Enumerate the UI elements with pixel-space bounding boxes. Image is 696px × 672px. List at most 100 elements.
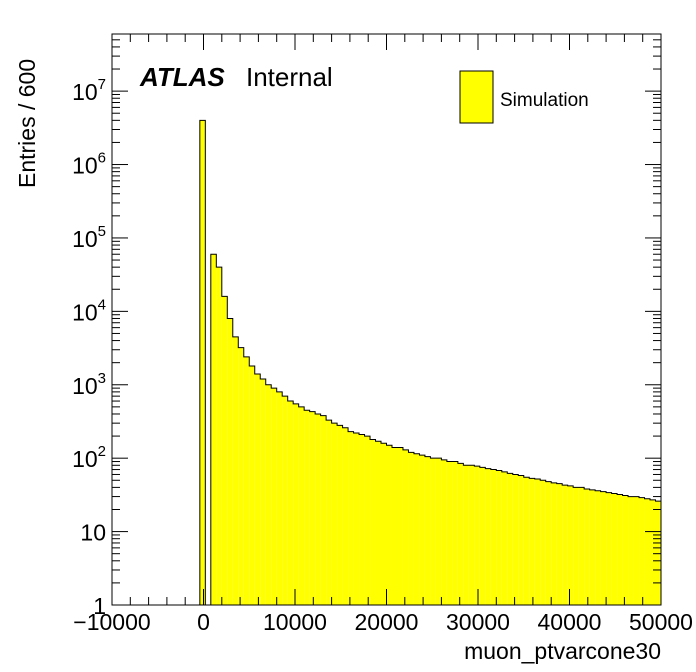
histogram-bin: [479, 467, 486, 605]
y-tick-label-exponent: 4: [98, 296, 106, 313]
histogram-bin: [501, 471, 508, 605]
histogram-bin: [485, 468, 491, 605]
histogram-bin: [430, 458, 436, 605]
histogram-bin: [337, 425, 343, 605]
histogram-bin: [562, 485, 568, 605]
histogram-bin: [507, 473, 513, 605]
histogram-bin: [271, 388, 277, 605]
histogram-bin: [320, 415, 327, 605]
y-tick-label: 103: [72, 370, 106, 399]
histogram-bin: [397, 447, 403, 605]
histogram-bin: [534, 479, 541, 605]
histogram-bin: [232, 336, 239, 605]
y-tick-label-exponent: 2: [98, 443, 106, 460]
histogram-bin: [595, 490, 601, 605]
histogram-bin: [490, 469, 497, 605]
x-tick-label: 50000: [629, 609, 693, 635]
y-tick-label: 104: [72, 296, 106, 325]
y-tick-label-base: 10: [72, 373, 98, 399]
histogram-bin: [611, 493, 618, 605]
histogram-bin: [468, 465, 475, 605]
x-tick-label: 0: [197, 609, 210, 635]
histogram-bin: [584, 489, 590, 605]
histogram-bin: [633, 496, 640, 605]
histogram-bin: [293, 403, 299, 605]
histogram-bin: [391, 447, 398, 605]
histogram-bin: [463, 465, 469, 605]
histogram-bin: [249, 366, 255, 605]
histogram-bin: [353, 433, 360, 605]
histogram-bin: [523, 477, 530, 605]
histogram-bin: [441, 459, 447, 605]
y-tick-label: 105: [72, 223, 106, 252]
histogram-bin: [243, 356, 250, 605]
y-tick-label: 107: [72, 76, 106, 105]
histogram-bin: [260, 378, 266, 605]
histogram-outline: [199, 119, 661, 606]
histogram-bin: [265, 384, 272, 605]
histogram-bin: [452, 461, 458, 605]
y-tick-label: 10: [80, 520, 106, 546]
atlas-bold-text: ATLAS: [139, 62, 225, 92]
histogram-bin: [551, 482, 557, 605]
histogram-bin: [435, 458, 442, 605]
histogram-bin: [639, 497, 645, 605]
y-tick-label-base: 10: [72, 153, 98, 179]
histogram-bin: [227, 318, 233, 605]
y-tick-label-exponent: 6: [98, 150, 106, 167]
y-tick-label-exponent: 3: [98, 370, 106, 387]
y-tick-label: 102: [72, 443, 106, 472]
x-axis-label: muon_ptvarcone30: [464, 638, 661, 664]
histogram-bin: [408, 452, 414, 605]
x-tick-label: 30000: [446, 609, 510, 635]
histogram-bin: [617, 494, 623, 605]
histogram-bin: [315, 413, 321, 605]
histogram-bin: [457, 463, 464, 605]
histogram-bars: [199, 119, 661, 606]
x-tick-label: 40000: [538, 609, 602, 635]
y-tick-label-exponent: 5: [98, 223, 106, 240]
y-tick-label-exponent: 7: [98, 76, 106, 93]
histogram-bin: [381, 443, 387, 605]
histogram-bin: [628, 496, 634, 605]
histogram-bin: [370, 439, 376, 605]
histogram-bin: [326, 420, 332, 605]
tick-labels: −10000 0 10000 20000 30000 40000 5000011010210…: [72, 76, 693, 635]
histogram-bin: [545, 481, 552, 605]
histogram-bin: [287, 401, 294, 605]
histogram-bin: [529, 478, 535, 605]
histogram-bin: [496, 470, 502, 605]
y-tick-label-base: 10: [72, 226, 98, 252]
histogram-bin: [375, 441, 382, 605]
histogram-bin: [556, 483, 563, 605]
axis-ticks: [111, 33, 662, 606]
histogram-bin: [348, 431, 354, 605]
legend-label-simulation: Simulation: [500, 90, 589, 111]
histogram-bin: [238, 347, 244, 605]
histogram-bin: [364, 436, 371, 605]
histogram-bin: [282, 396, 288, 605]
y-tick-label: 1: [93, 593, 106, 619]
histogram-bin: [254, 374, 261, 605]
histogram-bin: [446, 461, 453, 605]
histogram-bin: [573, 487, 579, 605]
y-axis-label: Entries / 600: [14, 59, 40, 188]
y-tick-label: 106: [72, 150, 106, 179]
histogram-bin: [342, 427, 349, 605]
histogram-bin: [622, 495, 629, 605]
x-tick-label: 20000: [355, 609, 419, 635]
histogram-bin: [512, 474, 519, 605]
legend-swatch-simulation: [459, 70, 494, 124]
histogram-bin: [199, 120, 206, 605]
histogram-bin: [413, 453, 420, 605]
histogram-bin: [386, 445, 392, 605]
histogram-bin: [518, 475, 524, 605]
histogram-bin: [304, 410, 310, 605]
y-tick-label-base: 10: [72, 79, 98, 105]
histogram-bin: [589, 489, 596, 605]
histogram-bin: [567, 485, 574, 605]
histogram-bin: [402, 449, 409, 605]
histogram-bin: [359, 434, 365, 605]
histogram-bin: [419, 455, 425, 605]
